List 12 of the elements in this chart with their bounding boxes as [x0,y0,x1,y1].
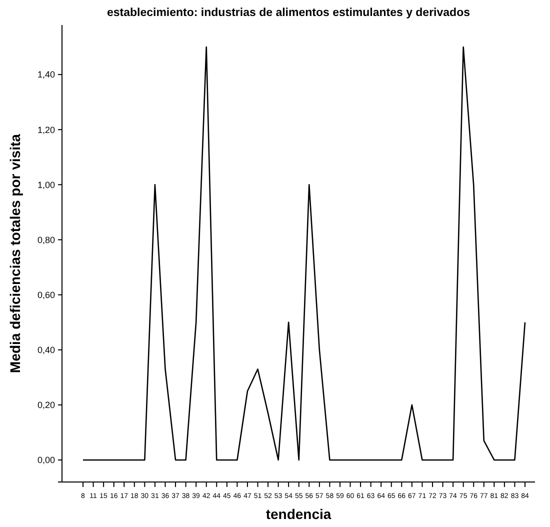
chart-title: establecimiento: industrias de alimentos estimulantes y derivados [106,7,470,19]
y-tick-label: 0,80 [37,234,55,245]
x-axis-title: tendencia [266,506,332,522]
y-tick-label: 0,60 [37,290,55,300]
y-tick-label: 0,20 [37,400,55,410]
y-axis-title: Media deficiencias totales por visita [7,134,23,373]
y-tick-label: 0,40 [37,345,55,356]
line-series [82,46,526,461]
y-tick-label: 1,20 [37,124,55,135]
y-tick-label: 0,00 [37,455,55,466]
y-tick-label: 1,40 [37,70,55,80]
y-tick-label: 1,00 [37,180,55,190]
